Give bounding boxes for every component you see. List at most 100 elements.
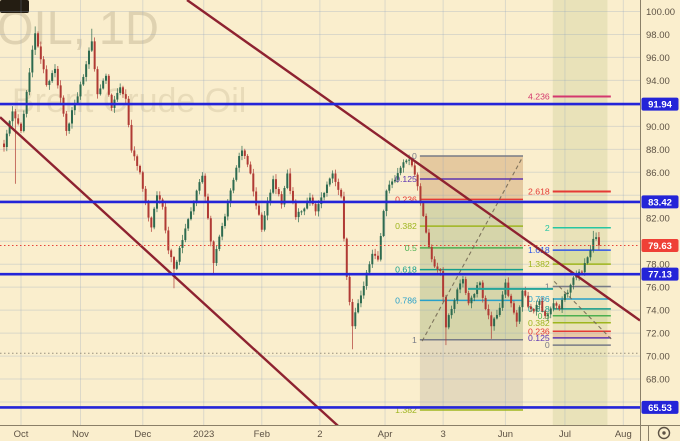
candle-up [119, 87, 122, 93]
time-axis[interactable] [0, 425, 680, 441]
candle-up [85, 64, 88, 77]
candle-down [413, 165, 416, 175]
candle-up [569, 284, 572, 293]
candle-up [51, 73, 54, 82]
candle-up [306, 202, 309, 209]
price-tick-label: 70.00 [646, 352, 670, 363]
candle-down [59, 85, 62, 98]
fib-level-label-0: 0 [545, 340, 550, 350]
trendline-lower[interactable] [0, 116, 340, 428]
candle-up [408, 159, 411, 161]
candle-up [493, 318, 496, 327]
price-badge-77.13 [641, 267, 679, 281]
candle-up [595, 237, 598, 239]
price-tick-label: 88.00 [646, 145, 670, 156]
candle-down [107, 75, 110, 95]
candle-up [566, 292, 569, 295]
trendline-drawings[interactable] [0, 0, 641, 428]
price-badge-label: 77.13 [648, 270, 672, 281]
candle-up [48, 81, 51, 85]
candle-up [235, 167, 238, 180]
candle-up [238, 156, 241, 168]
candle-down [532, 308, 535, 312]
candle-up [300, 211, 303, 213]
candle-up [589, 250, 592, 258]
candle-up [104, 75, 107, 81]
candle-up [396, 173, 399, 180]
price-badge-91.94 [641, 97, 679, 111]
candle-up [297, 211, 300, 218]
candle-down [294, 200, 297, 218]
price-axis[interactable] [640, 0, 680, 441]
candle-up [102, 80, 105, 89]
price-badge-83.42 [641, 195, 679, 209]
candle-up [538, 300, 541, 305]
candle-down [464, 279, 467, 293]
candle-up [450, 308, 453, 316]
fib-level-label-0.236: 0.236 [395, 194, 417, 204]
candle-down [374, 253, 377, 256]
candle-down [14, 111, 17, 119]
time-tick-label: 2 [317, 429, 322, 440]
candle-up [82, 76, 85, 85]
candle-up [266, 202, 269, 216]
candle-up [456, 289, 459, 301]
candle-down [439, 269, 442, 272]
settings-gear-icon[interactable] [657, 426, 671, 440]
candle-up [11, 111, 14, 122]
candle-down [172, 257, 175, 269]
candle-down [130, 124, 133, 151]
fib-level-label-0.236: 0.236 [528, 326, 550, 336]
candle-down [481, 282, 484, 298]
price-badge-label: 83.42 [648, 197, 672, 208]
candle-down [96, 69, 99, 95]
candle-down [340, 189, 343, 197]
candle-up [198, 182, 201, 191]
price-tick-label: 96.00 [646, 53, 670, 64]
fibonacci-drawings[interactable]: 00.1250.2360.3820.50.6180.78611.3824.236… [395, 91, 611, 415]
candle-down [93, 41, 96, 70]
fib-level-label-0.786: 0.786 [528, 294, 550, 304]
candle-up [215, 249, 218, 264]
candle-down [510, 295, 513, 304]
candle-up [178, 247, 181, 262]
price-tick-label: 72.00 [646, 329, 670, 340]
candle-down [65, 113, 68, 131]
candle-up [116, 92, 119, 100]
candle-up [308, 197, 311, 203]
candle-down [158, 195, 161, 200]
candle-down [484, 297, 487, 309]
candle-down [243, 150, 246, 156]
candle-up [354, 312, 357, 327]
price-tick-label: 100.00 [646, 7, 675, 18]
price-tick-label: 90.00 [646, 122, 670, 133]
trendline-upper[interactable] [186, 0, 641, 322]
price-tick-label: 82.00 [646, 214, 670, 225]
candle-down [39, 46, 42, 60]
price-tick-label: 68.00 [646, 375, 670, 386]
candle-up [317, 204, 320, 212]
candle-down [524, 290, 527, 296]
price-tick-label: 94.00 [646, 76, 670, 87]
candle-down [138, 165, 141, 173]
candle-up [76, 96, 79, 104]
candle-up [391, 181, 394, 185]
fib-ext-band-green-1 [552, 250, 611, 265]
price-level-lines[interactable] [0, 102, 640, 409]
fib-level-label-0.786: 0.786 [395, 295, 417, 305]
candle-up [498, 307, 501, 315]
candle-down [36, 33, 39, 47]
candle-down [416, 174, 419, 187]
candle-up [272, 179, 275, 193]
watermark-symbol-text: OIL, 1D [0, 1, 159, 54]
candle-up [405, 160, 408, 163]
fib-level-label-0.125: 0.125 [528, 333, 550, 343]
candle-down [206, 196, 209, 219]
candle-up [572, 277, 575, 285]
candle-down [342, 196, 345, 239]
candle-down [515, 312, 518, 322]
candle-up [323, 192, 326, 198]
